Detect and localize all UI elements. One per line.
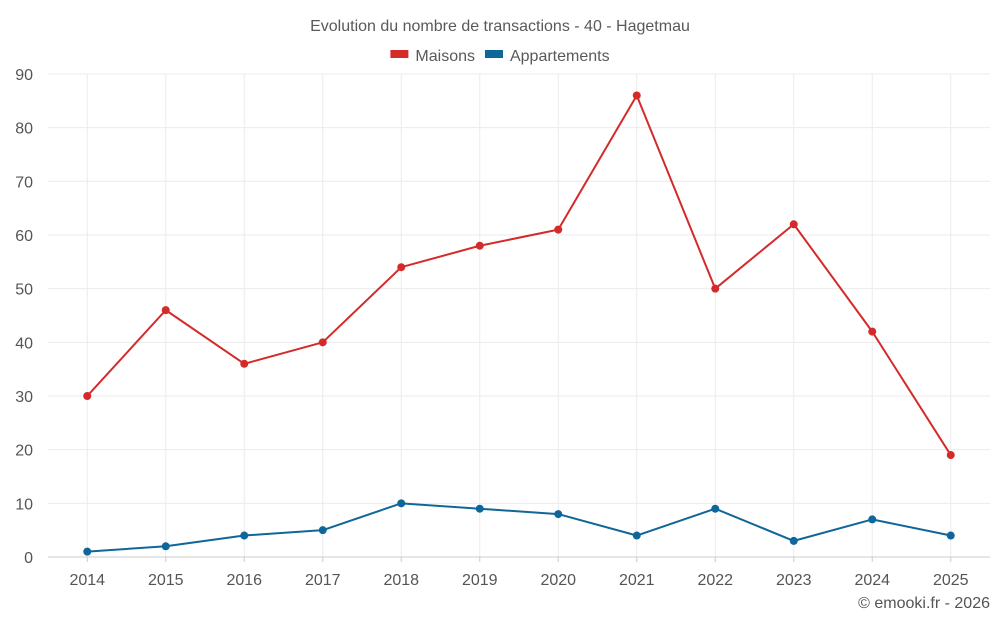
data-point[interactable] xyxy=(868,515,877,524)
series-line xyxy=(86,94,952,456)
x-tick-label: 2024 xyxy=(854,572,890,589)
series-layer xyxy=(83,91,955,556)
y-tick-label: 70 xyxy=(15,174,33,191)
data-point[interactable] xyxy=(711,504,720,513)
y-tick-label: 40 xyxy=(15,335,33,352)
data-point[interactable] xyxy=(397,263,406,272)
legend-label: Maisons xyxy=(415,48,475,65)
legend-item[interactable]: Appartements xyxy=(484,48,610,65)
data-point[interactable] xyxy=(240,359,249,368)
y-tick-label: 0 xyxy=(24,550,33,567)
series-line xyxy=(87,502,951,553)
x-tick-label: 2014 xyxy=(69,572,105,589)
data-point[interactable] xyxy=(711,284,720,293)
data-point[interactable] xyxy=(868,327,877,336)
legend-swatch xyxy=(484,50,503,58)
data-point[interactable] xyxy=(83,547,92,556)
y-tick-label: 60 xyxy=(15,228,33,245)
data-point[interactable] xyxy=(554,225,563,234)
x-tick-label: 2025 xyxy=(933,572,969,589)
legend: Maisons Appartements xyxy=(390,48,610,65)
data-point[interactable] xyxy=(161,542,170,551)
x-tick-label: 2023 xyxy=(776,572,812,589)
y-tick-label: 50 xyxy=(15,282,33,299)
data-point[interactable] xyxy=(632,91,641,100)
y-tick-label: 10 xyxy=(15,496,33,513)
y-tick-label: 30 xyxy=(15,389,33,406)
legend-label: Appartements xyxy=(510,48,610,65)
x-tick-label: 2022 xyxy=(697,572,733,589)
x-tick-label: 2020 xyxy=(540,572,576,589)
data-point[interactable] xyxy=(789,536,798,545)
legend-item[interactable]: Maisons xyxy=(390,48,475,65)
series-maisons xyxy=(83,91,955,460)
x-tick-label: 2016 xyxy=(226,572,262,589)
data-point[interactable] xyxy=(318,526,327,535)
x-tick-label: 2017 xyxy=(305,572,341,589)
x-tick-label: 2015 xyxy=(148,572,184,589)
data-point[interactable] xyxy=(475,504,484,513)
data-point[interactable] xyxy=(946,451,955,460)
data-point[interactable] xyxy=(240,531,249,540)
axes: 0 10 20 30 40 50 60 70 80 90 2014 2015 2016 2017 2018 2… xyxy=(15,67,990,589)
data-point[interactable] xyxy=(397,499,406,508)
series-appartements xyxy=(83,499,955,556)
x-tick-label: 2021 xyxy=(619,572,655,589)
x-tick-label: 2018 xyxy=(383,572,419,589)
legend-swatch xyxy=(390,50,409,58)
data-point[interactable] xyxy=(475,241,484,250)
chart-title: Evolution du nombre de transactions - 40… xyxy=(310,18,690,35)
y-tick-label: 80 xyxy=(15,121,33,138)
data-point[interactable] xyxy=(318,338,327,347)
y-tick-label: 90 xyxy=(15,67,33,84)
y-tick-label: 20 xyxy=(15,443,33,460)
data-point[interactable] xyxy=(946,531,955,540)
data-point[interactable] xyxy=(789,220,798,229)
data-point[interactable] xyxy=(83,392,92,400)
grid xyxy=(48,73,990,557)
x-tick-label: 2019 xyxy=(462,572,498,589)
copyright-text: © emooki.fr - 2026 xyxy=(858,595,990,612)
data-point[interactable] xyxy=(554,510,563,519)
data-point[interactable] xyxy=(161,306,170,315)
data-point[interactable] xyxy=(632,531,641,540)
